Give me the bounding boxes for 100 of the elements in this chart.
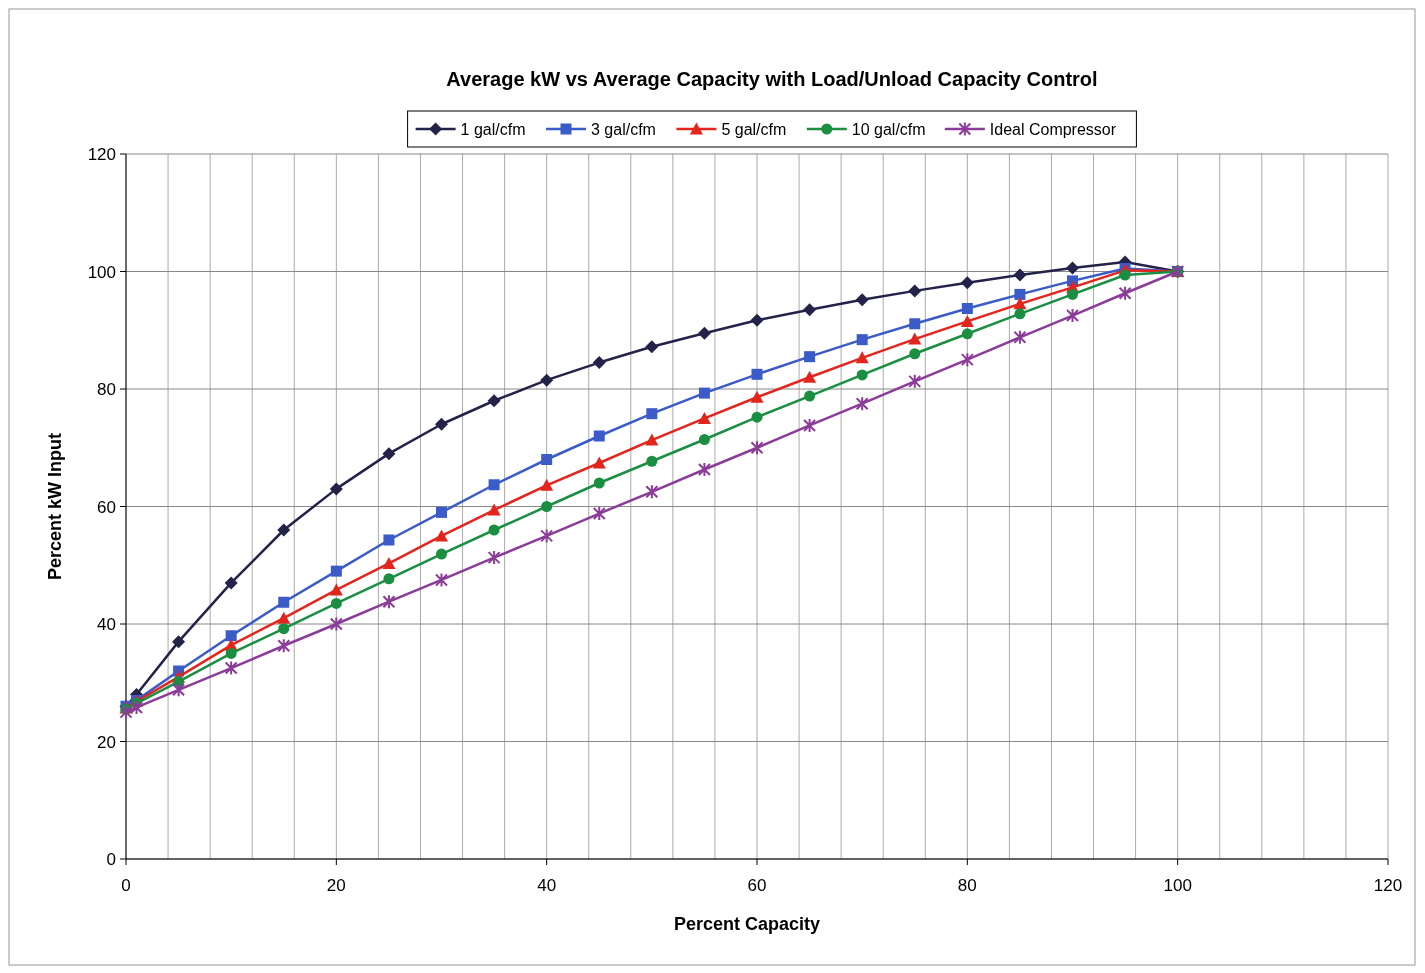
x-tick-label: 0 [121,876,131,895]
point [1119,269,1131,281]
y-tick-label: 80 [97,380,116,399]
point [908,373,922,389]
point [278,623,290,635]
point [960,276,974,290]
point [593,477,605,489]
point [698,434,710,446]
point [855,351,869,364]
point [960,314,974,327]
point [593,430,605,442]
point [224,660,238,676]
point [751,368,763,380]
point [382,594,396,610]
point [804,390,816,402]
point [1066,308,1079,324]
x-tick-label: 60 [747,876,767,895]
point [750,390,764,403]
point [645,340,659,354]
point [1014,288,1026,300]
point [908,284,922,298]
point [541,454,553,465]
point [435,417,448,431]
point [382,447,396,461]
point [172,635,186,649]
point [1013,268,1027,282]
x-tick-label: 40 [537,876,557,895]
point [488,479,500,491]
x-tick-label: 20 [326,876,346,895]
legend-label: 5 gal/cfm [721,121,787,138]
point [645,484,659,500]
point [1066,261,1079,275]
point [697,461,711,477]
point [435,529,448,542]
y-tick-label: 60 [97,497,116,517]
point [751,411,763,423]
point [436,548,447,560]
point [330,565,342,577]
point [487,503,501,516]
point [277,523,291,537]
point [487,550,501,566]
point [541,501,553,512]
point [1118,285,1132,301]
point [855,293,869,307]
point [804,351,816,363]
point [330,597,342,609]
point [909,318,921,330]
chart-title: Average kW vs Average Capacity with Load/Unload Capacity Control [446,68,1098,90]
point [130,699,144,715]
point [803,370,817,383]
point [698,387,710,399]
point [697,326,711,340]
point [803,303,817,317]
x-tick-label: 100 [1163,876,1192,895]
y-tick-label: 0 [106,850,116,869]
point [435,572,448,588]
point [750,313,764,327]
point [540,528,554,544]
point [855,396,869,412]
point [277,638,291,654]
point [119,704,133,720]
point [488,524,500,536]
point [908,332,922,345]
y-tick-label: 40 [97,615,116,634]
point [592,506,606,522]
point [225,647,237,659]
legend-label: 10 gal/cfm [851,121,926,138]
point [592,356,606,370]
point [383,573,395,585]
point [383,534,395,546]
point [1013,329,1027,345]
x-tick-label: 80 [957,876,977,895]
point [646,408,658,420]
y-tick-label: 100 [87,262,116,282]
point [646,455,658,467]
point [592,456,606,469]
point [1013,297,1027,310]
point [961,303,973,315]
legend-label: 1 gal/cfm [460,121,526,138]
point [436,506,447,518]
point [329,583,343,596]
point [329,482,343,496]
point [1067,288,1078,300]
point [856,334,868,346]
point [856,369,868,381]
point [909,348,921,360]
point [487,394,501,408]
point [382,556,396,569]
point [803,417,817,433]
point [750,440,764,456]
point [540,373,554,387]
point [329,616,343,632]
point [277,611,291,624]
point [960,352,974,368]
y-tick-label: 120 [87,145,116,164]
point [645,433,659,446]
legend-label: 3 gal/cfm [591,121,656,138]
point [224,576,238,590]
point [278,596,290,608]
legend-label: Ideal Compressor [989,121,1117,138]
